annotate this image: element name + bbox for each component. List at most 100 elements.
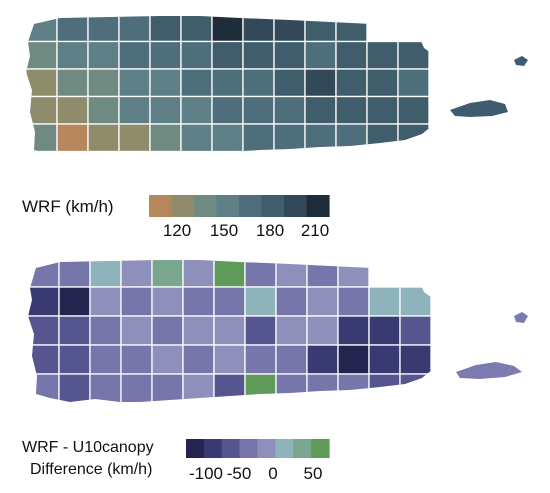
- wrf-grid-cell: [335, 40, 368, 70]
- wrf-grid-cell: [26, 95, 58, 125]
- difference-grid-cell: [213, 286, 246, 317]
- wrf-grid-cell: [149, 123, 182, 153]
- wrf-grid-cell: [335, 95, 368, 125]
- wrf-colorbar-swatch: [261, 195, 285, 217]
- difference-grid-cell: [28, 286, 60, 317]
- difference-grid-cell: [399, 315, 432, 346]
- difference-grid-cell: [151, 344, 184, 375]
- difference-colorbar-swatch: [293, 439, 312, 458]
- wrf-grid-cell: [180, 40, 213, 70]
- difference-grid-cell: [244, 260, 277, 288]
- wrf-grid-cell: [87, 68, 120, 98]
- wrf-colorbar-swatch: [216, 195, 240, 217]
- difference-grid-cell: [368, 344, 401, 375]
- difference-grid-cell: [399, 373, 432, 402]
- wrf-grid-cell: [273, 95, 306, 125]
- wrf-grid-cell: [118, 68, 151, 98]
- difference-grid-cell: [151, 260, 184, 288]
- difference-grid-cell: [120, 260, 153, 288]
- wrf-grid-cell: [87, 123, 120, 153]
- difference-colorbar-swatch: [311, 439, 330, 458]
- difference-grid-cell: [244, 373, 277, 402]
- wrf-speed-map: [26, 16, 528, 153]
- difference-grid-cell: [182, 260, 215, 288]
- difference-grid-cell: [58, 373, 91, 402]
- difference-grid-cell: [337, 315, 370, 346]
- difference-grid-cell: [151, 315, 184, 346]
- difference-legend-title: WRF - U10canopy: [22, 439, 154, 456]
- difference-legend-subtitle: Difference (km/h): [30, 461, 153, 478]
- wrf-grid-cell: [211, 16, 244, 43]
- wrf-grid-cell: [118, 16, 151, 43]
- difference-grid-cell: [28, 344, 60, 375]
- difference-grid-cell: [58, 286, 91, 317]
- difference-grid-cell: [275, 344, 308, 375]
- wrf-grid-cell: [397, 40, 430, 70]
- difference-tick-label: -100: [188, 464, 224, 483]
- difference-grid-cell: [275, 286, 308, 317]
- difference-colorbar-swatch: [221, 439, 241, 458]
- difference-grid-cell: [151, 373, 184, 402]
- wrf-grid-cell: [56, 16, 89, 43]
- difference-colorbar: [186, 439, 330, 458]
- wrf-grid-cell: [211, 123, 244, 153]
- difference-grid-cell: [306, 260, 339, 288]
- wrf-legend-title: WRF (km/h): [22, 197, 114, 216]
- difference-colorbar-swatch: [275, 439, 294, 458]
- difference-grid-cell: [213, 344, 246, 375]
- wrf-grid-cell: [242, 123, 275, 153]
- wrf-grid-cell: [304, 40, 337, 70]
- wrf-grid-cell: [56, 68, 89, 98]
- difference-grid-cell: [275, 260, 308, 288]
- wrf-grid-cell: [273, 123, 306, 153]
- wrf-tick-label: 150: [209, 221, 239, 240]
- difference-grid-cell: [337, 286, 370, 317]
- wrf-grid-cell: [26, 123, 58, 153]
- wrf-tick-label: 180: [255, 221, 285, 240]
- wrf-colorbar-swatch: [306, 195, 330, 217]
- wrf-tick-label: 210: [300, 221, 330, 240]
- wrf-grid-cell: [304, 16, 337, 43]
- difference-grid-cell: [182, 286, 215, 317]
- wrf-grid-cell: [180, 123, 213, 153]
- culebra-islet: [514, 56, 528, 66]
- wrf-grid-cell: [118, 95, 151, 125]
- wrf-grid-cell: [87, 16, 120, 43]
- difference-colorbar-swatch: [203, 439, 223, 458]
- wrf-grid-cell: [335, 123, 368, 153]
- wrf-grid-cell: [149, 40, 182, 70]
- wrf-grid-cell: [397, 95, 430, 125]
- difference-grid-cell: [120, 286, 153, 317]
- difference-grid-cell: [213, 260, 246, 288]
- wrf-grid-cell: [26, 68, 58, 98]
- difference-grid-cell: [58, 260, 91, 288]
- difference-grid-cell: [337, 260, 370, 288]
- difference-grid-cell: [58, 344, 91, 375]
- wrf-grid-cell: [304, 68, 337, 98]
- difference-grid-cell: [28, 260, 60, 288]
- wrf-grid-cell: [149, 16, 182, 43]
- wrf-grid-cell: [87, 40, 120, 70]
- difference-grid-cell: [213, 373, 246, 402]
- difference-grid-cell: [120, 315, 153, 346]
- wrf-grid-cell: [87, 95, 120, 125]
- wrf-grid-cell: [211, 95, 244, 125]
- wrf-grid-cell: [397, 68, 430, 98]
- difference-grid-cell: [120, 344, 153, 375]
- wrf-colorbar-swatch: [149, 195, 173, 217]
- wrf-grid-cell: [366, 123, 399, 153]
- wrf-colorbar-swatch: [239, 195, 263, 217]
- wrf-grid-cell: [26, 16, 58, 43]
- wrf-grid-cell: [242, 40, 275, 70]
- difference-grid-cell: [58, 315, 91, 346]
- difference-tick-label: 0: [268, 464, 278, 483]
- difference-grid-cell: [28, 315, 60, 346]
- difference-grid-cell: [399, 286, 432, 317]
- difference-grid-cell: [306, 286, 339, 317]
- difference-tick-label: -50: [226, 464, 252, 483]
- difference-grid: [28, 260, 432, 402]
- wrf-colorbar-swatch: [194, 195, 218, 217]
- difference-colorbar-swatch: [239, 439, 259, 458]
- wrf-grid-cell: [56, 123, 89, 153]
